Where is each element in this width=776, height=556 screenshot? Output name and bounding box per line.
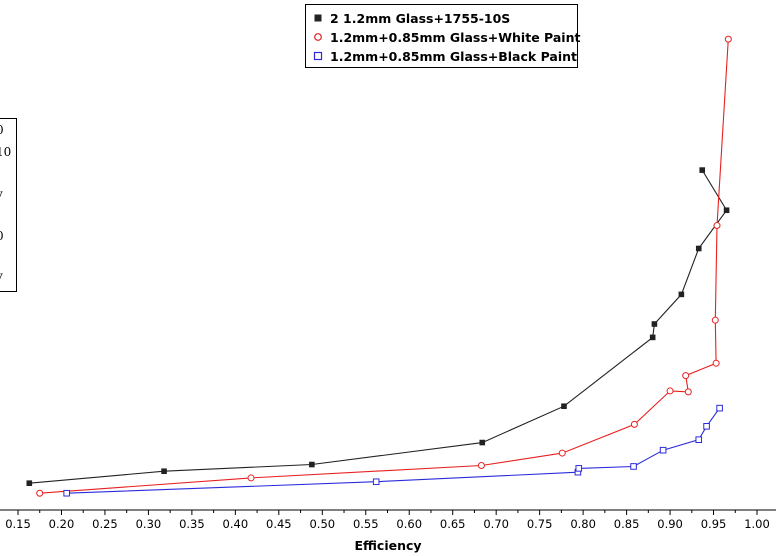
x-tick-label: 0.50 [309,517,335,531]
data-point [479,439,486,446]
data-point [630,463,637,470]
data-point [711,316,719,324]
data-point [716,404,723,412]
data-point [63,489,70,497]
data-point [558,449,566,457]
inset-text: y [0,187,3,201]
partial-inset-box: 0 10 y 0 y [0,118,17,292]
data-point [684,388,692,396]
legend-label: 1.2mm+0.85mm Glass+White Paint [330,29,581,45]
data-point [678,291,685,298]
legend-entry: 1.2mm+0.85mm Glass+Black Paint [312,47,577,65]
series-line [39,39,729,494]
data-point [161,468,167,475]
data-point [723,207,730,214]
legend-entry: 1.2mm+0.85mm Glass+White Paint [312,28,580,46]
x-tick-label: 0.60 [396,517,422,531]
open-square-marker-icon [312,50,324,62]
data-point [247,474,255,482]
series-markers [26,35,732,497]
legend-entry: 2 1.2mm Glass+1755-10S [312,9,510,27]
data-point [649,334,656,341]
data-point [712,359,720,367]
data-point [651,321,658,327]
x-tick-label: 0.80 [570,517,596,531]
open-circle-marker-icon [312,31,324,43]
x-tick-label: 1.00 [744,517,770,531]
x-tick-label: 0.85 [614,517,640,531]
data-point [477,461,485,469]
legend-label: 2 1.2mm Glass+1755-10S [330,10,511,26]
data-point [682,372,690,380]
legend: 2 1.2mm Glass+1755-10S 1.2mm+0.85mm Glas… [305,4,580,68]
inset-text: 0 [0,123,4,137]
data-point [36,489,44,497]
data-point [630,420,638,428]
legend-label: 1.2mm+0.85mm Glass+Black Paint [330,48,577,64]
series-lines [29,39,729,494]
data-point [703,423,710,430]
x-tick-label: 0.90 [657,517,683,531]
data-point [695,436,703,443]
data-point [575,465,583,472]
data-point [561,403,567,410]
data-point [699,167,706,173]
x-tick-label: 0.35 [179,517,205,531]
x-axis: 0.15 0.20 0.25 0.30 0.35 0.40 0.45 0.50 0.55 0.60… [0,509,776,531]
x-tick-label: 0.30 [136,517,162,531]
x-tick-label: 0.25 [92,517,118,531]
x-tick-label: 0.75 [527,517,553,531]
data-point [372,478,380,486]
series-line [66,407,721,494]
inset-text: y [0,269,3,283]
x-axis-label: Efficiency [354,538,422,553]
series-line [29,169,728,484]
x-tick-label: 0.20 [49,517,75,531]
x-tick-label: 0.70 [483,517,509,531]
data-point [26,480,33,486]
data-point [724,35,732,43]
data-point [666,387,674,395]
x-tick-label: 0.65 [440,517,466,531]
x-tick-label: 0.40 [223,517,249,531]
x-tick-label: 0.45 [266,517,292,531]
data-point [309,461,315,468]
x-tick-label: 0.55 [353,517,379,531]
filled-square-marker-icon [312,12,324,24]
data-point [713,222,721,230]
x-tick-label: 0.95 [701,517,727,531]
data-point [659,446,667,454]
inset-text: 0 [0,229,4,243]
inset-text: 10 [0,145,12,159]
x-tick-label: 0.15 [5,517,31,531]
data-point [695,245,702,252]
